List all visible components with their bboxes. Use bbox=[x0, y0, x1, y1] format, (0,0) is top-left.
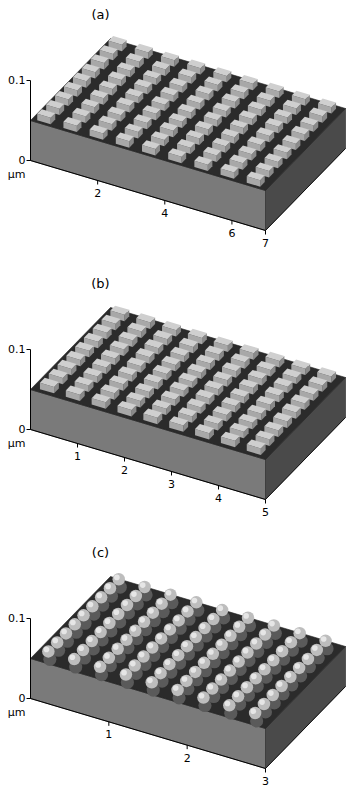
svg-text:0.1: 0.1 bbox=[8, 612, 26, 625]
svg-text:0.1: 0.1 bbox=[8, 74, 26, 87]
svg-text:0.1: 0.1 bbox=[8, 343, 26, 356]
svg-text:0: 0 bbox=[19, 692, 26, 705]
svg-text:6: 6 bbox=[228, 227, 235, 240]
svg-text:3: 3 bbox=[168, 478, 175, 491]
svg-text:µm: µm bbox=[8, 706, 26, 719]
svg-text:0: 0 bbox=[19, 154, 26, 167]
svg-text:3: 3 bbox=[262, 775, 269, 788]
svg-text:2: 2 bbox=[94, 187, 101, 200]
svg-text:1: 1 bbox=[74, 450, 81, 463]
svg-text:4: 4 bbox=[215, 492, 222, 505]
svg-text:µm: µm bbox=[8, 437, 26, 450]
svg-text:7: 7 bbox=[262, 237, 269, 250]
svg-text:1: 1 bbox=[105, 728, 112, 741]
svg-text:2: 2 bbox=[184, 752, 191, 765]
svg-text:(b): (b) bbox=[91, 276, 109, 291]
svg-text:0: 0 bbox=[19, 423, 26, 436]
svg-text:4: 4 bbox=[161, 207, 168, 220]
svg-text:(a): (a) bbox=[91, 7, 109, 22]
svg-text:2: 2 bbox=[121, 464, 128, 477]
svg-text:5: 5 bbox=[262, 506, 269, 519]
svg-text:µm: µm bbox=[8, 168, 26, 181]
svg-text:(c): (c) bbox=[92, 545, 109, 560]
